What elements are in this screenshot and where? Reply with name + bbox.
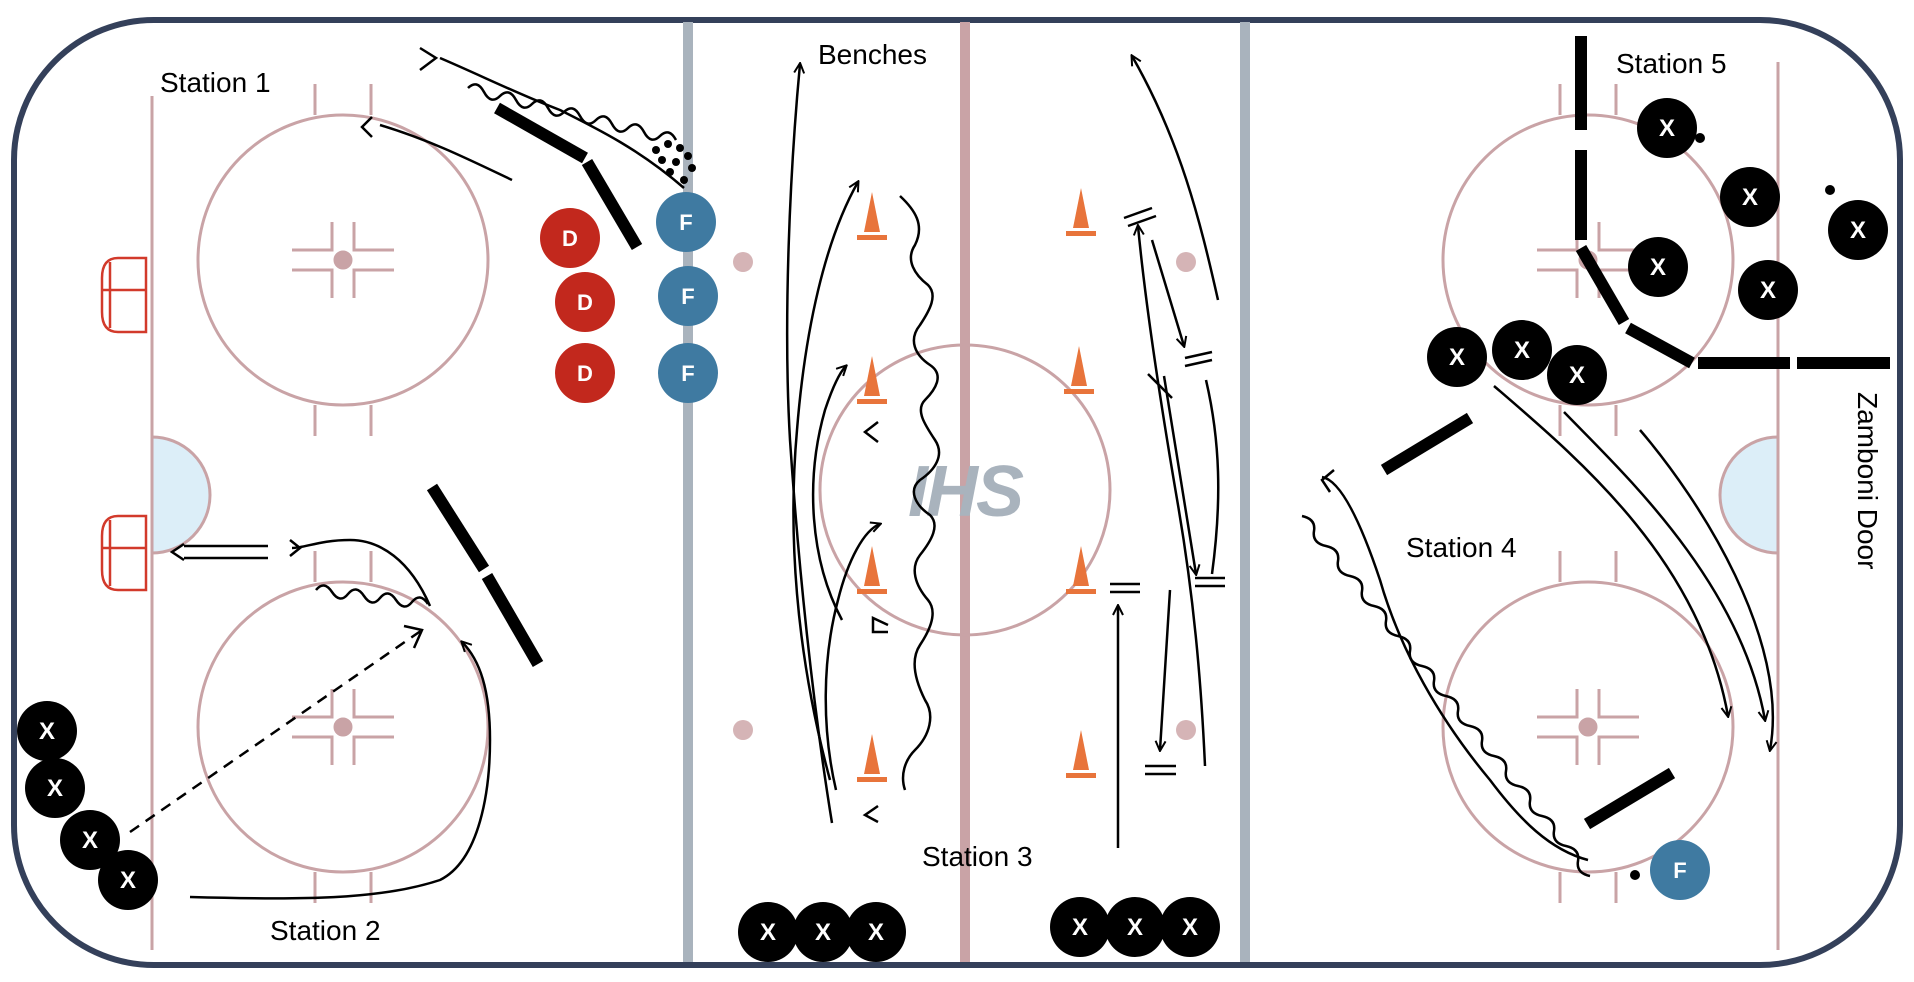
player-marker: X: [1547, 345, 1607, 405]
svg-text:X: X: [1650, 254, 1666, 281]
player-marker: X: [1628, 237, 1688, 297]
player-marker: X: [1828, 200, 1888, 260]
svg-text:D: D: [562, 226, 578, 251]
svg-text:F: F: [679, 210, 692, 235]
neutral-dot: [733, 720, 753, 740]
player-marker: X: [1492, 320, 1552, 380]
svg-text:D: D: [577, 361, 593, 386]
forward-marker: F: [656, 192, 716, 252]
center-faceoff-circle: [818, 343, 1112, 637]
svg-text:X: X: [1569, 362, 1585, 389]
svg-text:X: X: [47, 775, 63, 802]
goal-net-left: [100, 514, 148, 592]
station-5-label: Station 5: [1616, 48, 1727, 79]
player-marker: X: [1720, 167, 1780, 227]
player-marker: X: [25, 758, 85, 818]
forward-marker: F: [1650, 840, 1710, 900]
forward-marker: F: [658, 266, 718, 326]
svg-text:X: X: [1850, 217, 1866, 244]
puck-markers: [652, 133, 1835, 880]
cone-markers: [857, 188, 1096, 782]
player-marker: X: [1637, 98, 1697, 158]
svg-text:X: X: [39, 718, 55, 745]
svg-text:X: X: [1127, 914, 1143, 941]
svg-text:X: X: [815, 919, 831, 946]
neutral-dot: [1176, 252, 1196, 272]
zamboni-door-label: Zamboni Door: [1852, 392, 1883, 569]
svg-text:X: X: [1760, 277, 1776, 304]
svg-text:X: X: [1514, 337, 1530, 364]
forward-markers: F F F F: [656, 192, 1710, 900]
player-marker: X: [98, 850, 158, 910]
player-marker: X: [17, 701, 77, 761]
center-logo: IHS: [908, 452, 1024, 532]
player-marker: X: [1105, 897, 1165, 957]
player-marker: X: [1427, 327, 1487, 387]
player-marker: X: [1050, 897, 1110, 957]
benches-label: Benches: [818, 39, 927, 70]
stickhandling-paths: [315, 83, 1591, 878]
neutral-dot: [1176, 720, 1196, 740]
barrier-pads: [426, 36, 1890, 830]
faceoff-circle-top-left: [196, 84, 490, 436]
svg-text:X: X: [82, 827, 98, 854]
player-marker: X: [1160, 897, 1220, 957]
station-2-label: Station 2: [270, 915, 381, 946]
faceoff-circle-bottom-right: [1441, 551, 1735, 903]
svg-text:F: F: [681, 361, 694, 386]
right-crease: [1718, 435, 1780, 555]
svg-text:X: X: [1659, 115, 1675, 142]
svg-text:X: X: [868, 919, 884, 946]
station-4-label: Station 4: [1406, 532, 1517, 563]
player-marker: X: [1738, 260, 1798, 320]
svg-text:X: X: [120, 867, 136, 894]
defense-marker: D: [555, 272, 615, 332]
player-marker: X: [846, 902, 906, 962]
svg-text:F: F: [1673, 858, 1686, 883]
svg-text:D: D: [577, 290, 593, 315]
svg-text:X: X: [760, 919, 776, 946]
drill-paths: [129, 46, 1773, 900]
goal-net-top-left: [100, 256, 148, 334]
player-marker: X: [793, 902, 853, 962]
svg-text:X: X: [1449, 344, 1465, 371]
player-markers: X X X X X X X X X X X X X X X X X X: [17, 98, 1888, 962]
defense-markers: D D D: [540, 208, 615, 403]
svg-text:X: X: [1182, 914, 1198, 941]
defense-marker: D: [555, 343, 615, 403]
station-1-label: Station 1: [160, 67, 271, 98]
faceoff-circle-bottom-left: [196, 551, 490, 903]
defense-marker: D: [540, 208, 600, 268]
station-3-label: Station 3: [922, 841, 1033, 872]
svg-text:X: X: [1072, 914, 1088, 941]
player-marker: X: [738, 902, 798, 962]
svg-text:F: F: [681, 284, 694, 309]
left-crease: [150, 435, 212, 555]
rink-boards: [11, 17, 1903, 968]
svg-text:X: X: [1742, 184, 1758, 211]
player-marker: X: [60, 810, 120, 870]
forward-marker: F: [658, 343, 718, 403]
neutral-dot: [733, 252, 753, 272]
